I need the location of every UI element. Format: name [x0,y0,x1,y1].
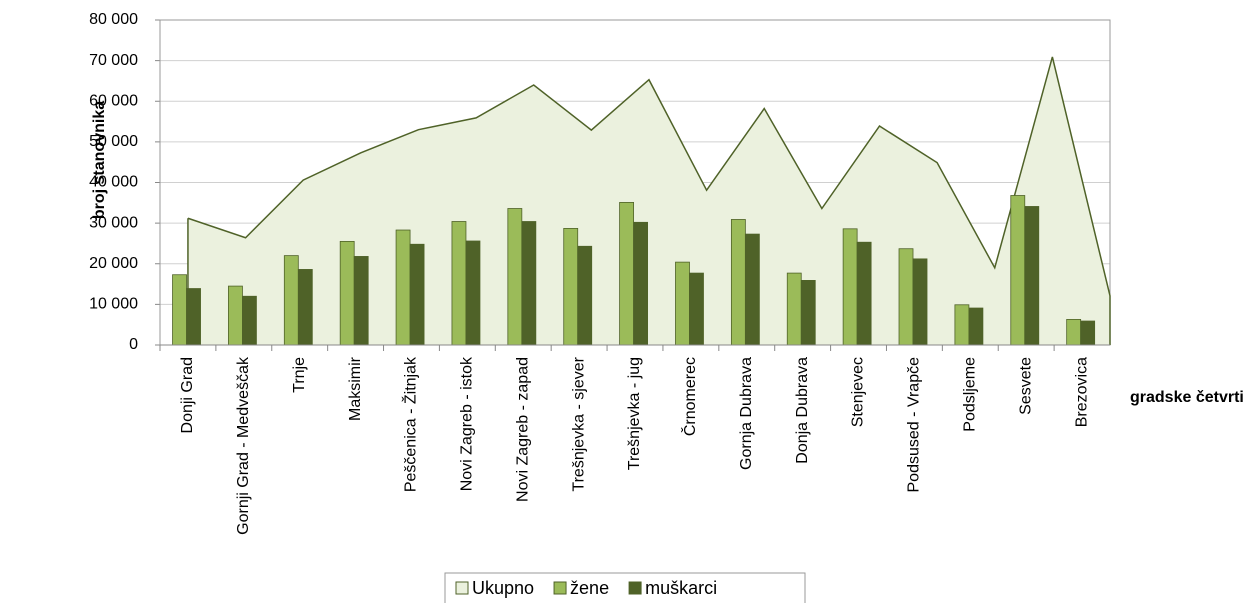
bar [353,256,369,346]
y-tick-label: 70 000 [89,52,138,69]
y-tick-label: 50 000 [89,133,138,150]
bar [689,272,704,346]
y-tick-label: 40 000 [89,174,138,191]
area [187,56,1111,345]
x-tick-label: Trešnjevka - sjever [570,356,587,491]
bar [228,285,243,346]
x-tick-label: Brezovica [1073,357,1090,427]
x-tick-label: Trešnjevka - jug [626,357,643,470]
bar [465,240,481,346]
x-tick-label: Gornja Dubrava [738,357,755,470]
bar [451,221,467,346]
y-tick-label: 10 000 [89,296,138,313]
bar [1080,320,1096,346]
x-tick-label: Maksimir [347,356,364,421]
bar [186,288,201,346]
legend-label: žene [570,578,609,598]
y-tick-label: 80 000 [89,11,138,28]
legend-swatch [553,581,567,595]
bar [954,304,970,346]
bar [730,219,746,346]
x-tick-label: Novi Zagreb - istok [459,356,476,491]
y-tick-label: 60 000 [89,92,138,109]
bar [856,241,872,346]
x-axis-title: gradske četvrti [1130,389,1244,406]
bar [898,248,914,346]
legend: Ukupno žene muškarci [444,572,806,603]
legend-label: Ukupno [472,578,534,598]
x-tick-label: Podsused - Vrapče [906,357,923,493]
bar [172,274,187,346]
x-tick-label: Sesvete [1017,357,1034,415]
x-tick-label: Novi Zagreb - zapad [514,357,531,502]
bar [507,208,523,346]
bar [339,241,355,346]
bar [1066,319,1082,346]
bar [1010,195,1026,346]
bar [395,229,411,346]
x-tick-label: Peščenica - Žitnjak [401,356,420,492]
y-tick-label: 30 000 [89,214,138,231]
legend-swatch [628,581,642,595]
x-tick-label: Stenjevec [850,357,867,427]
legend-box [444,572,806,603]
x-tick-label: Podsljeme [962,357,979,432]
y-tick-label: 0 [129,336,138,353]
bar [912,258,928,346]
bar [521,221,537,346]
x-tick-label: Trnje [291,357,308,393]
y-tick-label: 20 000 [89,255,138,272]
bar [1024,206,1040,346]
x-tick-label: Črnomerec [680,357,699,436]
bar [968,307,984,346]
bar [744,233,760,346]
x-tick-label: Donja Dubrava [794,357,811,464]
bar [675,261,690,346]
bar [577,245,593,346]
bar [563,228,579,346]
bar [297,269,313,346]
bar [842,228,858,346]
legend-swatch [455,581,469,595]
x-tick-label: Gornji Grad - Medveščak [235,356,252,535]
bar [619,202,635,346]
y-axis-title: broj stanovnika [91,101,108,219]
bar [242,295,257,346]
x-tick-label: Donji Grad [179,357,196,433]
legend-label: muškarci [645,578,717,598]
bar [786,272,802,346]
bar [283,255,299,346]
bar [633,221,649,346]
bar [800,280,816,346]
bar [409,243,425,346]
